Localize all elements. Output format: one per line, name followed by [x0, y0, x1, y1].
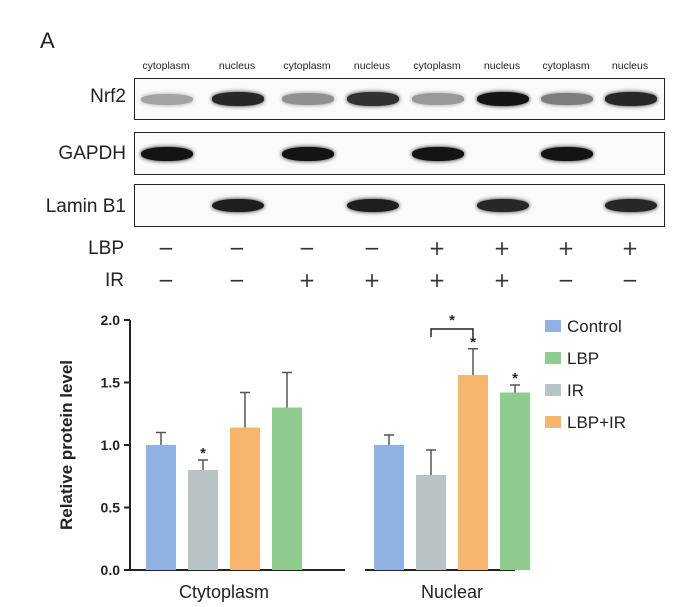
treatment-row-lbp: − − − − + + + +: [134, 236, 668, 260]
y-tick-label: 0.0: [101, 562, 121, 578]
treatment-sign: +: [428, 268, 446, 292]
x-category-label: Ctytoplasm: [179, 582, 269, 602]
blot-band: [141, 146, 193, 161]
treatment-label-lbp: LBP: [88, 238, 124, 259]
treatment-row-ir: − − + + + + − −: [134, 268, 668, 292]
blot-band: [477, 198, 529, 213]
treatment-sign: +: [298, 268, 316, 292]
treatment-sign: −: [157, 268, 175, 292]
treatment-sign: +: [493, 236, 511, 260]
blot-band: [412, 93, 464, 105]
treatment-sign: +: [428, 236, 446, 260]
blot-gapdh: [134, 132, 665, 175]
lane-label: cytoplasm: [142, 60, 190, 72]
treatment-sign: −: [621, 268, 639, 292]
significance-marker: *: [512, 370, 518, 387]
blot-band: [605, 198, 657, 213]
blot-band: [605, 92, 657, 106]
treatment-sign: +: [557, 236, 575, 260]
treatment-sign: −: [228, 236, 246, 260]
bar-ir: [416, 475, 446, 570]
legend-label: IR: [567, 381, 584, 400]
treatment-sign: +: [363, 268, 381, 292]
significance-bracket: [430, 328, 474, 337]
bar-control: [146, 445, 176, 570]
treatment-sign: −: [298, 236, 316, 260]
blot-band: [347, 198, 399, 213]
blot-band: [347, 92, 399, 106]
bracket-label: *: [449, 312, 455, 329]
legend-swatch: [545, 384, 561, 396]
legend-swatch: [545, 352, 561, 364]
x-category-label: Nuclear: [421, 582, 483, 602]
blot-band: [141, 93, 193, 105]
blot-lamin-b1: [134, 184, 665, 227]
bar-lbp-ir: [458, 375, 488, 570]
lane-label: cytoplasm: [542, 60, 590, 72]
blot-row-label: Nrf2: [90, 86, 126, 107]
y-tick-label: 0.5: [101, 500, 121, 516]
bar-lbp-ir: [230, 427, 260, 570]
y-axis-label: Relative protein level: [57, 360, 76, 530]
blot-row-label: Lamin B1: [45, 196, 126, 217]
bar-control: [374, 445, 404, 570]
significance-marker: *: [200, 445, 206, 462]
bar-chart: 0.0 0.5 1.0 1.5 2.0 Relative protein level * Ct…: [57, 312, 626, 602]
legend-label: Control: [567, 317, 622, 336]
lane-label: cytoplasm: [283, 60, 331, 72]
blot-band: [282, 93, 334, 105]
bar-lbp: [272, 407, 302, 570]
lane-label: nucleus: [483, 60, 521, 72]
blot-band: [412, 146, 464, 161]
panel-label: A: [40, 28, 55, 53]
bar-lbp: [500, 392, 530, 570]
blot-band: [212, 198, 264, 213]
blot-band: [477, 92, 529, 106]
legend-swatch: [545, 416, 561, 428]
blot-band: [541, 93, 593, 105]
treatment-sign: −: [157, 236, 175, 260]
blot-nrf2: [134, 78, 665, 120]
treatment-sign: +: [493, 268, 511, 292]
blot-band: [541, 146, 593, 161]
blot-band: [282, 146, 334, 161]
treatment-sign: +: [621, 236, 639, 260]
legend-swatch: [545, 320, 561, 332]
blot-band: [212, 92, 264, 106]
lane-label: nucleus: [611, 60, 649, 72]
significance-marker: *: [470, 334, 476, 351]
blot-row-label: GAPDH: [58, 143, 126, 164]
treatment-sign: −: [228, 268, 246, 292]
y-tick-label: 2.0: [101, 312, 121, 328]
bar-ir: [188, 470, 218, 570]
y-tick-label: 1.5: [101, 375, 121, 391]
lane-label: cytoplasm: [413, 60, 461, 72]
treatment-label-ir: IR: [105, 270, 124, 291]
y-tick-label: 1.0: [101, 437, 121, 453]
treatment-sign: −: [557, 268, 575, 292]
lane-labels: cytoplasm nucleus cytoplasm nucleus cyto…: [134, 60, 668, 76]
lane-label: nucleus: [353, 60, 391, 72]
legend-label: LBP+IR: [567, 413, 626, 432]
legend-label: LBP: [567, 349, 599, 368]
lane-label: nucleus: [218, 60, 256, 72]
treatment-sign: −: [363, 236, 381, 260]
